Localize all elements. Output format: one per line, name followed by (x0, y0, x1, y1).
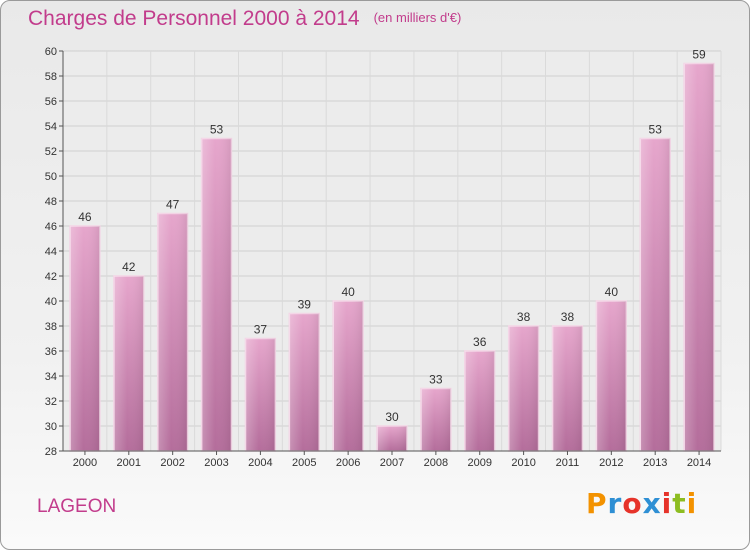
value-label: 46 (78, 210, 92, 224)
axes: 28 30 32 34 36 38 40 42 44 46 48 50 52 54 56 58 60 2000 20… (45, 46, 721, 469)
commune-name: LAGEON (37, 496, 117, 517)
bars: 46 42 47 53 37 39 40 30 33 36 38 38 40 53 59 (69, 48, 715, 452)
x-tick-label: 2009 (467, 457, 491, 469)
value-label: 37 (254, 323, 268, 337)
bar-shade (684, 63, 714, 451)
y-tick-label: 54 (45, 121, 57, 133)
bar-shade (552, 326, 583, 451)
bar-shade (377, 426, 407, 451)
x-tick-label: 2001 (117, 457, 141, 469)
value-label: 53 (649, 123, 663, 137)
value-label: 40 (605, 285, 619, 299)
logo-letter: o (622, 487, 643, 520)
value-label: 59 (692, 48, 706, 62)
y-tick-label: 56 (45, 96, 57, 108)
x-tick-label: 2008 (424, 457, 448, 469)
x-tick-label: 2005 (292, 457, 316, 469)
bar-shade (245, 338, 276, 451)
chart-subtitle: (en milliers d'€) (373, 10, 462, 25)
bar-shade (70, 226, 100, 451)
bar-shade (113, 276, 144, 451)
y-tick-label: 46 (45, 221, 57, 233)
proxiti-logo: Proxiti (586, 487, 697, 520)
value-label: 47 (166, 198, 180, 212)
value-label: 40 (341, 285, 355, 299)
x-tick-label: 2013 (643, 457, 667, 469)
x-tick-label: 2004 (248, 457, 272, 469)
bar-shade (201, 138, 232, 451)
x-tick-label: 2003 (204, 457, 228, 469)
y-tick-label: 32 (45, 396, 57, 408)
y-tick-label: 38 (45, 321, 57, 333)
logo-letter: t (672, 487, 687, 520)
logo-letter: i (661, 487, 673, 520)
x-tick-label: 2007 (380, 457, 404, 469)
value-label: 39 (298, 298, 312, 312)
y-tick-label: 48 (45, 196, 57, 208)
bar-shade (420, 388, 451, 451)
x-tick-label: 2010 (511, 457, 535, 469)
bar-shade (333, 301, 364, 451)
value-label: 36 (473, 335, 487, 349)
chart-title: Charges de Personnel 2000 à 2014 (en mill… (28, 7, 461, 31)
y-tick-label: 58 (45, 71, 57, 83)
x-tick-label: 2006 (336, 457, 360, 469)
value-label: 38 (561, 310, 575, 324)
bar-shade (464, 351, 495, 451)
logo-letter: P (586, 487, 608, 520)
bar-shade (157, 213, 188, 451)
y-tick-label: 30 (45, 421, 57, 433)
y-tick-label: 44 (45, 246, 57, 258)
y-tick-label: 50 (45, 171, 57, 183)
chart-title-text: Charges de Personnel 2000 à 2014 (28, 7, 360, 30)
y-tick-label: 60 (45, 46, 57, 58)
bar-shade (596, 301, 627, 451)
y-tick-label: 40 (45, 296, 57, 308)
y-tick-label: 28 (45, 446, 57, 458)
y-tick-label: 34 (45, 371, 57, 383)
y-tick-label: 42 (45, 271, 57, 283)
y-tick-label: 36 (45, 346, 57, 358)
x-tick-label: 2002 (160, 457, 184, 469)
x-tick-label: 2012 (599, 457, 623, 469)
logo-letter: x (642, 487, 662, 520)
x-tick-label: 2011 (556, 457, 580, 469)
value-label: 33 (429, 373, 443, 387)
x-tick-label: 2014 (687, 457, 711, 469)
bar-shade (640, 138, 671, 451)
logo-letter: r (607, 487, 623, 520)
value-label: 53 (210, 123, 224, 137)
bar-shade (508, 326, 539, 451)
x-tick-label: 2000 (73, 457, 97, 469)
logo-letter: i (686, 487, 698, 520)
value-label: 38 (517, 310, 531, 324)
value-label: 30 (385, 410, 399, 424)
bar-shade (289, 313, 320, 451)
y-tick-label: 52 (45, 146, 57, 158)
value-label: 42 (122, 260, 136, 274)
